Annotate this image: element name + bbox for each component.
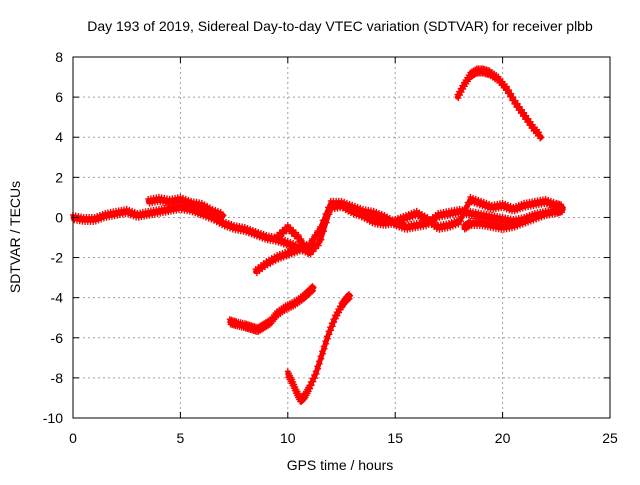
data-point — [318, 236, 325, 243]
data-point — [508, 90, 515, 97]
data-point — [314, 239, 321, 246]
data-point — [538, 134, 545, 141]
data-point — [312, 234, 319, 241]
data-point — [332, 315, 339, 322]
data-point — [300, 240, 307, 247]
data-point — [321, 345, 328, 352]
data-point — [457, 218, 464, 225]
data-point — [503, 83, 510, 90]
data-point — [318, 355, 325, 362]
y-tick-label: 4 — [55, 129, 63, 145]
data-point — [347, 292, 354, 299]
data-point — [518, 106, 525, 113]
series-track-main-5 — [460, 204, 566, 233]
x-tick-label: 20 — [495, 430, 511, 446]
data-point — [312, 245, 319, 252]
data-point — [323, 340, 330, 347]
data-point — [455, 95, 462, 102]
series-track-main-1 — [70, 201, 313, 257]
y-tick-label: -4 — [51, 290, 64, 306]
data-point — [455, 221, 462, 228]
data-point — [311, 375, 318, 382]
data-point — [345, 296, 352, 303]
data-point — [321, 228, 328, 235]
data-point — [326, 331, 333, 338]
x-tick-label: 10 — [280, 430, 296, 446]
series-track-main-2 — [145, 193, 227, 221]
x-tick-label: 5 — [177, 430, 185, 446]
axis-ticks: 0 5 10 15 20 25 -10 -8 -6 -4 -2 0 2 4 6 8 — [43, 49, 618, 446]
data-point — [331, 319, 338, 326]
data-point — [506, 87, 513, 94]
data-point — [456, 92, 463, 99]
data-point — [310, 284, 317, 291]
data-point — [295, 232, 302, 238]
data-point — [328, 327, 335, 334]
y-tick-label: 6 — [55, 89, 63, 105]
data-point — [336, 309, 343, 316]
data-point — [308, 382, 315, 389]
data-points — [70, 65, 566, 405]
data-point — [559, 206, 566, 213]
data-point — [307, 251, 314, 258]
data-point — [334, 312, 341, 319]
data-point — [323, 219, 330, 226]
series-track-main-4 — [274, 193, 566, 258]
series-track-arc-top — [454, 65, 545, 142]
data-point — [527, 118, 534, 125]
y-tick-label: -8 — [51, 370, 64, 386]
data-point — [512, 97, 519, 104]
data-point — [315, 242, 322, 249]
series-track-dip-b — [284, 291, 354, 405]
x-tick-label: 0 — [69, 430, 77, 446]
x-tick-label: 25 — [602, 430, 618, 446]
grid-lines — [73, 57, 610, 418]
data-point — [324, 335, 331, 342]
data-point — [460, 212, 467, 219]
data-point — [510, 94, 517, 101]
data-point — [458, 89, 465, 96]
data-point — [220, 212, 227, 219]
data-point — [303, 244, 310, 251]
data-point — [523, 112, 530, 119]
y-tick-label: -2 — [51, 250, 64, 266]
data-point — [308, 288, 315, 295]
y-tick-label: -10 — [43, 410, 63, 426]
data-point — [319, 350, 326, 357]
data-point — [307, 385, 314, 392]
data-point — [521, 109, 528, 116]
data-point — [558, 209, 565, 216]
y-axis-label: SDTVAR / TECUs — [7, 181, 23, 293]
data-point — [525, 115, 532, 122]
data-point — [326, 211, 333, 218]
data-point — [313, 370, 320, 377]
data-point — [316, 360, 323, 367]
y-tick-label: 0 — [55, 209, 63, 225]
data-point — [298, 236, 305, 243]
data-point — [463, 207, 470, 214]
data-point — [514, 100, 521, 107]
data-point — [315, 365, 322, 372]
series-track-dip-a — [226, 283, 317, 336]
y-tick-label: 2 — [55, 169, 63, 185]
data-point — [537, 135, 544, 142]
data-point — [217, 208, 224, 215]
data-point — [310, 378, 317, 385]
plot-frame — [72, 56, 611, 419]
data-point — [329, 323, 336, 330]
x-axis-label: GPS time / hours — [287, 457, 394, 473]
chart-title: Day 193 of 2019, Sidereal Day-to-day VTE… — [87, 18, 593, 34]
y-tick-label: 8 — [55, 49, 63, 65]
data-point — [536, 129, 543, 136]
data-point — [516, 103, 523, 110]
x-tick-label: 15 — [387, 430, 403, 446]
data-point — [310, 248, 317, 255]
y-tick-label: -6 — [51, 330, 64, 346]
